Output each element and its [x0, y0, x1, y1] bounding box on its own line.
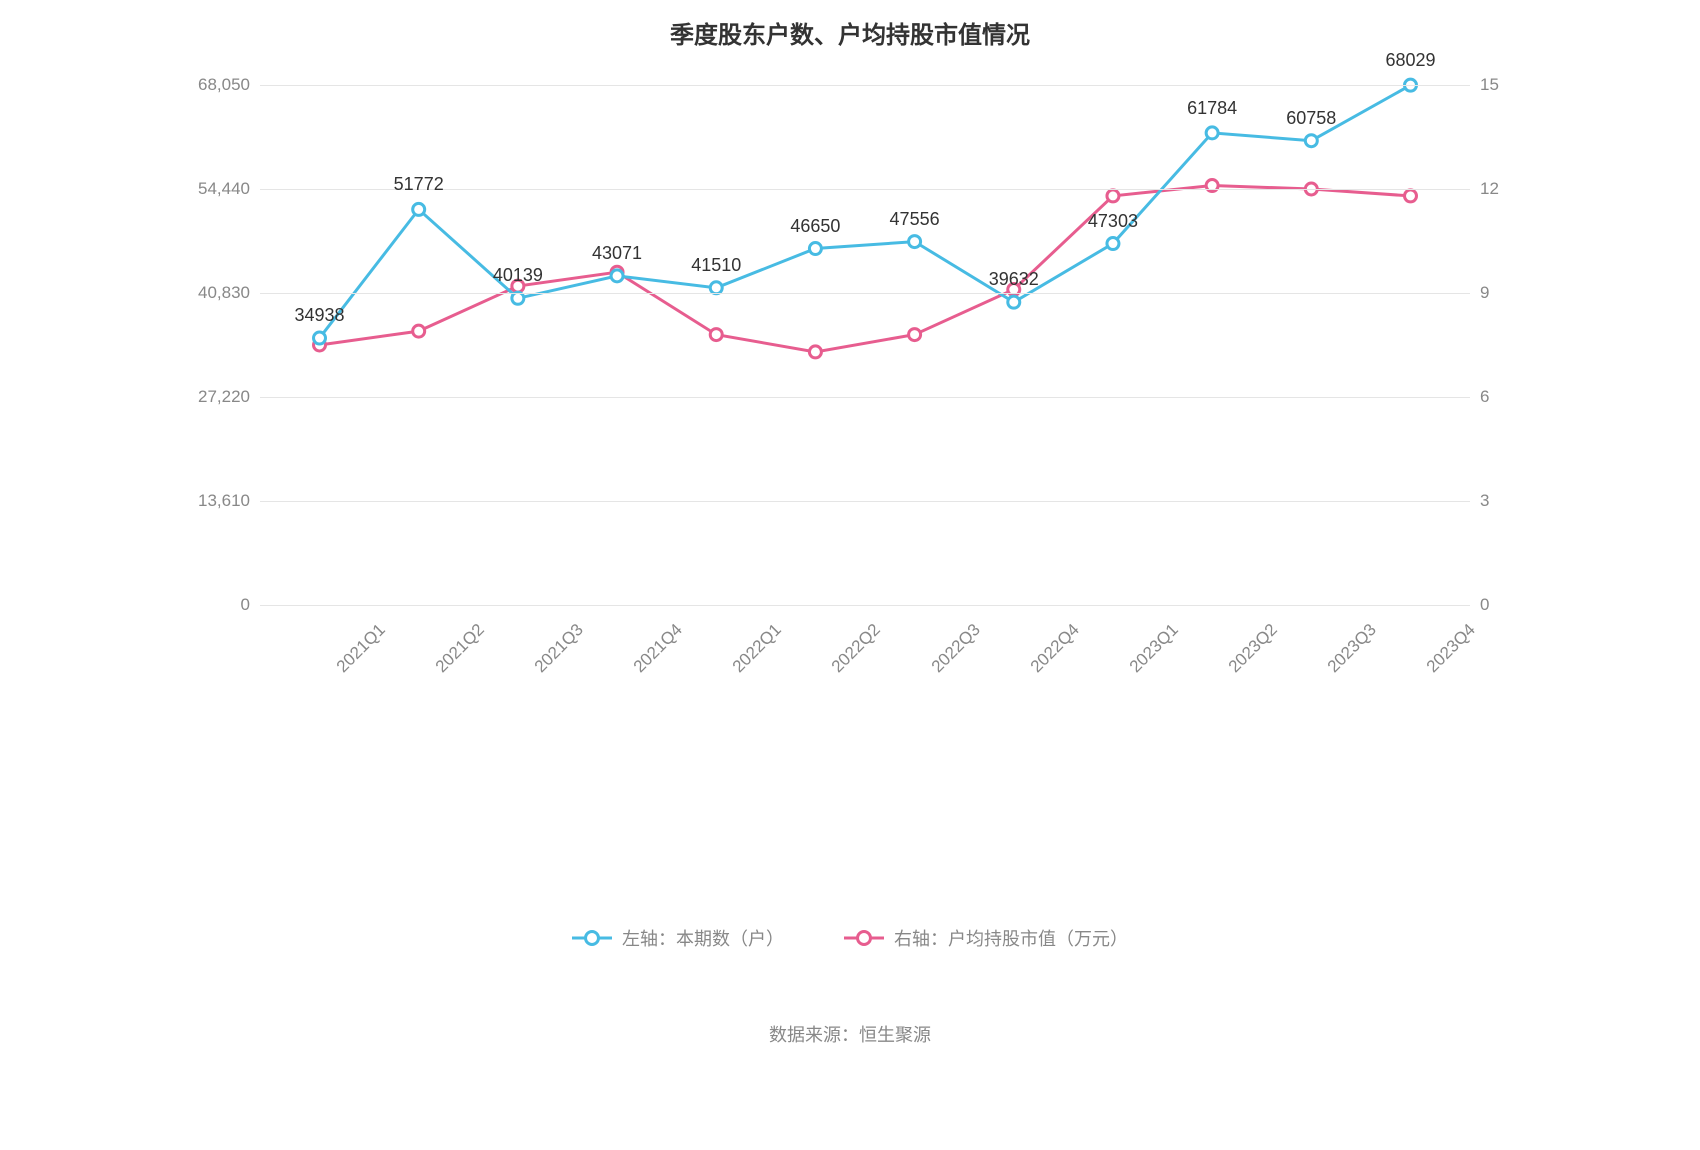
data-point-label: 47556: [890, 209, 940, 230]
x-tick-label: 2022Q2: [828, 620, 885, 677]
y-left-tick-label: 68,050: [180, 75, 250, 95]
x-tick-label: 2023Q4: [1423, 620, 1480, 677]
x-tick-label: 2023Q1: [1126, 620, 1183, 677]
gridline: [260, 605, 1470, 606]
series-marker: [909, 329, 921, 341]
legend-label-series1: 左轴：本期数（户）: [622, 925, 784, 951]
x-tick-label: 2022Q3: [927, 620, 984, 677]
data-point-label: 34938: [294, 305, 344, 326]
series-marker: [1305, 135, 1317, 147]
y-right-tick-label: 0: [1480, 595, 1520, 615]
gridline: [260, 85, 1470, 86]
legend-label-series2: 右轴：户均持股市值（万元）: [894, 925, 1128, 951]
series-marker: [413, 325, 425, 337]
y-left-tick-label: 40,830: [180, 283, 250, 303]
y-left-tick-label: 27,220: [180, 387, 250, 407]
series-marker: [1107, 190, 1119, 202]
x-tick-label: 2021Q4: [630, 620, 687, 677]
x-tick-label: 2022Q1: [729, 620, 786, 677]
chart-svg: [260, 85, 1470, 605]
series-marker: [512, 292, 524, 304]
plot-area: 34938 51772 40139 43071 41510 46650 47556 39632…: [260, 85, 1470, 605]
y-right-tick-label: 9: [1480, 283, 1520, 303]
chart-title: 季度股东户数、户均持股市值情况: [160, 0, 1540, 85]
series-marker: [1107, 238, 1119, 250]
x-tick-label: 2023Q3: [1324, 620, 1381, 677]
chart-container: 季度股东户数、户均持股市值情况 34938 51772 40139 43071 4151…: [160, 0, 1540, 1047]
series-marker: [809, 346, 821, 358]
legend-marker-series1: [572, 932, 612, 944]
data-point-label: 51772: [394, 174, 444, 195]
legend-marker-series2: [844, 932, 884, 944]
gridline: [260, 397, 1470, 398]
x-tick-label: 2021Q3: [531, 620, 588, 677]
data-point-label: 68029: [1385, 50, 1435, 71]
legend-item-series2: 右轴：户均持股市值（万元）: [844, 925, 1128, 951]
x-tick-label: 2021Q2: [431, 620, 488, 677]
x-tick-label: 2021Q1: [332, 620, 389, 677]
series-marker: [809, 243, 821, 255]
y-left-tick-label: 13,610: [180, 491, 250, 511]
data-point-label: 61784: [1187, 98, 1237, 119]
series-marker: [413, 203, 425, 215]
series-marker: [314, 332, 326, 344]
series-marker: [710, 329, 722, 341]
series-marker: [909, 236, 921, 248]
data-point-label: 46650: [790, 216, 840, 237]
y-right-tick-label: 6: [1480, 387, 1520, 407]
legend: 左轴：本期数（户） 右轴：户均持股市值（万元）: [160, 925, 1540, 951]
data-point-label: 60758: [1286, 108, 1336, 129]
gridline: [260, 293, 1470, 294]
data-point-label: 47303: [1088, 211, 1138, 232]
data-point-label: 41510: [691, 255, 741, 276]
legend-item-series1: 左轴：本期数（户）: [572, 925, 784, 951]
data-source: 数据来源：恒生聚源: [160, 1021, 1540, 1047]
y-left-tick-label: 54,440: [180, 179, 250, 199]
series-marker: [710, 282, 722, 294]
data-point-label: 39632: [989, 269, 1039, 290]
y-right-tick-label: 15: [1480, 75, 1520, 95]
x-tick-label: 2023Q2: [1225, 620, 1282, 677]
y-left-tick-label: 0: [180, 595, 250, 615]
series-marker: [1008, 296, 1020, 308]
series-marker: [1206, 127, 1218, 139]
data-point-label: 40139: [493, 265, 543, 286]
y-right-tick-label: 3: [1480, 491, 1520, 511]
data-point-label: 43071: [592, 243, 642, 264]
gridline: [260, 501, 1470, 502]
series-marker: [611, 270, 623, 282]
plot-wrapper: 34938 51772 40139 43071 41510 46650 47556 39632…: [160, 85, 1540, 685]
series-line: [320, 85, 1411, 338]
x-tick-label: 2022Q4: [1026, 620, 1083, 677]
y-right-tick-label: 12: [1480, 179, 1520, 199]
series-marker: [1404, 190, 1416, 202]
